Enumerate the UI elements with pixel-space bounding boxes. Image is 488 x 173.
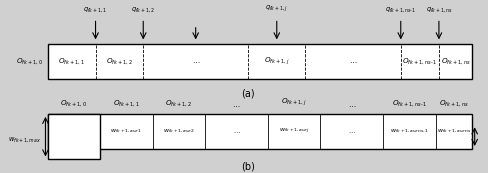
Text: $q_{fk+1,2}$: $q_{fk+1,2}$	[131, 5, 155, 14]
Text: $O_{fk+1,1}$: $O_{fk+1,1}$	[113, 98, 140, 108]
Text: $O_{fk+1,j}$: $O_{fk+1,j}$	[281, 96, 307, 108]
Text: $q_{fk+1,1}$: $q_{fk+1,1}$	[83, 5, 107, 14]
Text: $\cdots$: $\cdots$	[191, 58, 200, 64]
Text: $O_{fk+1,ns\text{-}1}$: $O_{fk+1,ns\text{-}1}$	[392, 98, 427, 108]
Text: (a): (a)	[242, 88, 255, 98]
Text: $O_{fk+1,ns}$: $O_{fk+1,ns}$	[441, 56, 471, 66]
Text: $q_{fk+1,j}$: $q_{fk+1,j}$	[265, 3, 288, 14]
Text: $q_{fk+1,ns\text{-}1}$: $q_{fk+1,ns\text{-}1}$	[385, 5, 416, 14]
Text: $w_{fk+1,ave2}$: $w_{fk+1,ave2}$	[163, 128, 195, 135]
Text: $\cdots$: $\cdots$	[233, 129, 240, 134]
Text: $w_{fk+1,avej}$: $w_{fk+1,avej}$	[279, 127, 309, 136]
Text: $w_{fk+1,ave1}$: $w_{fk+1,ave1}$	[110, 128, 142, 135]
Text: $O_{fk+1,0}$: $O_{fk+1,0}$	[61, 98, 88, 108]
Text: (b): (b)	[241, 162, 255, 172]
Text: $w_{fk+1,avens\text{-}1}$: $w_{fk+1,avens\text{-}1}$	[390, 128, 428, 135]
Text: $\cdots$: $\cdots$	[347, 102, 356, 108]
Text: $w_{fk+1,avens}$: $w_{fk+1,avens}$	[437, 128, 471, 135]
Text: $\cdots$: $\cdots$	[232, 102, 241, 108]
Text: $w_{fk+1,max}$: $w_{fk+1,max}$	[8, 135, 41, 144]
Text: $\cdots$: $\cdots$	[349, 58, 357, 64]
FancyBboxPatch shape	[48, 114, 472, 149]
FancyBboxPatch shape	[48, 114, 100, 159]
Text: $O_{fk+1,1}$: $O_{fk+1,1}$	[58, 56, 85, 66]
Text: $q_{fk+1,ns}$: $q_{fk+1,ns}$	[426, 5, 452, 14]
Text: $O_{fk+1,2}$: $O_{fk+1,2}$	[106, 56, 133, 66]
FancyBboxPatch shape	[48, 44, 472, 79]
Text: $O_{fk+1,0}$: $O_{fk+1,0}$	[16, 56, 43, 66]
Text: $O_{fk+1,ns\text{-}1}$: $O_{fk+1,ns\text{-}1}$	[403, 56, 437, 66]
Text: $\cdots$: $\cdots$	[348, 129, 356, 134]
Text: $O_{fk+1,ns}$: $O_{fk+1,ns}$	[439, 98, 469, 108]
Text: $O_{fk+1,2}$: $O_{fk+1,2}$	[165, 98, 192, 108]
Text: $O_{fk+1,j}$: $O_{fk+1,j}$	[264, 56, 290, 67]
